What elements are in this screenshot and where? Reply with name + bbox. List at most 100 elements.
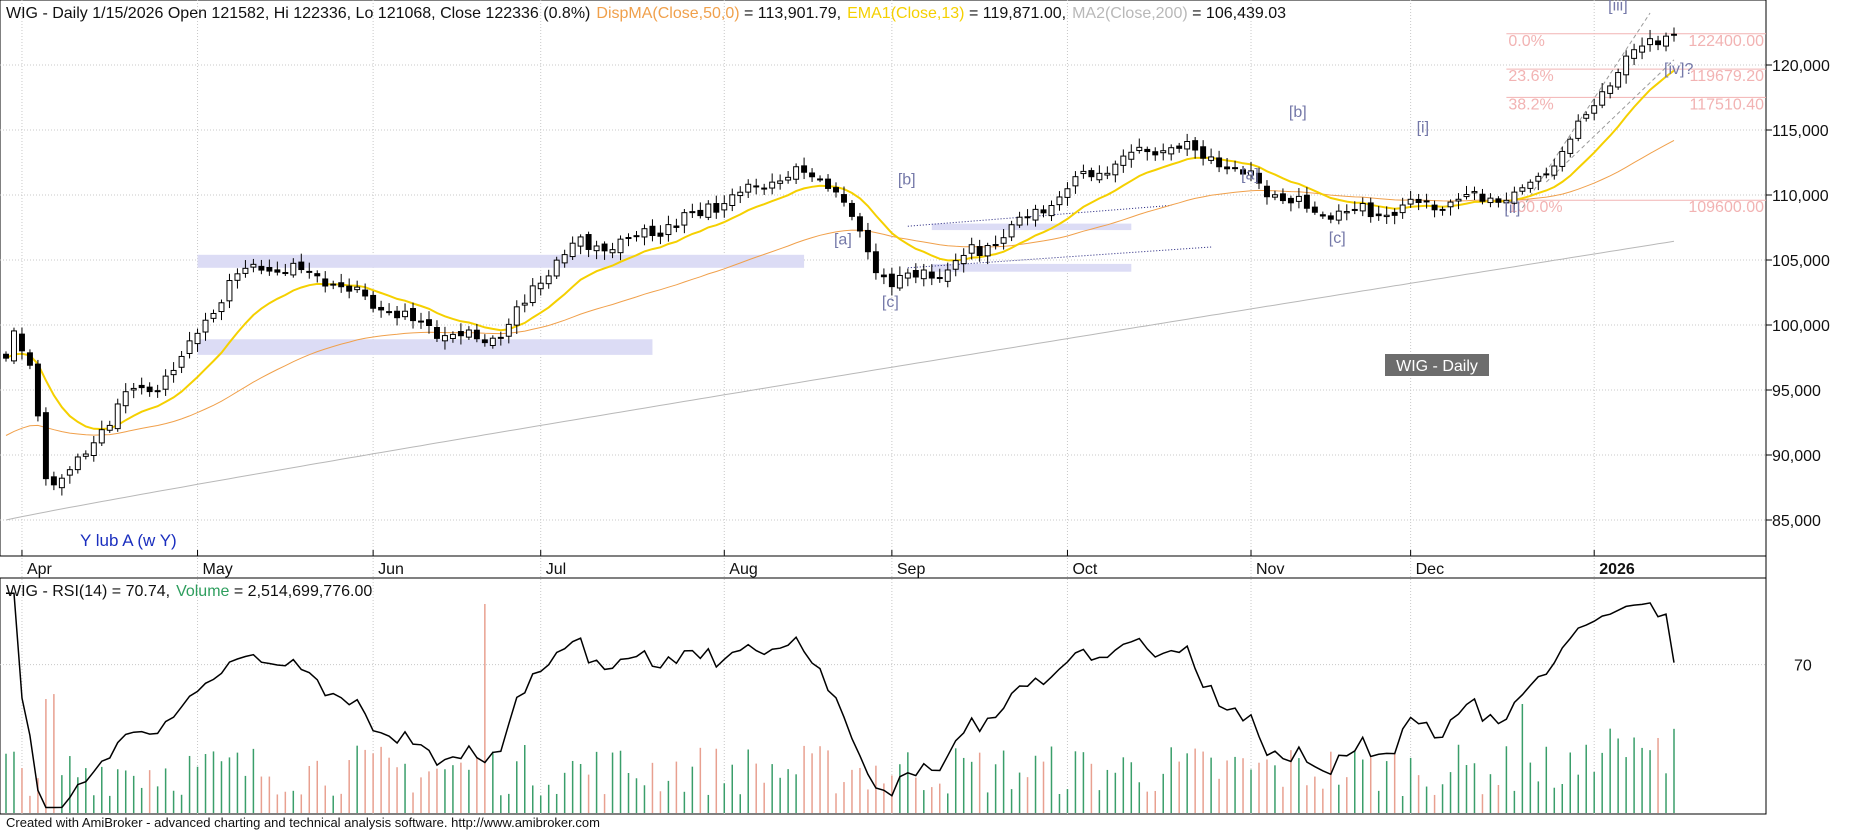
candle	[250, 258, 257, 273]
header-rsi: WIG - RSI(14) = 70.74,	[6, 583, 170, 600]
candle	[306, 262, 313, 279]
candle	[817, 175, 824, 183]
candle	[1527, 179, 1534, 193]
price-tick-label: 95,000	[1772, 383, 1821, 400]
candle	[553, 256, 560, 279]
candle	[1264, 180, 1270, 205]
header-ema-value: = 119,871.00,	[965, 5, 1067, 22]
volume-bars	[5, 604, 1675, 813]
candle	[1631, 43, 1638, 66]
candle	[1112, 160, 1119, 183]
fib-percent: 38.2%	[1508, 96, 1553, 113]
candle	[617, 235, 624, 261]
month-label: 2026	[1599, 561, 1635, 578]
candle	[1543, 167, 1550, 179]
candle	[298, 253, 305, 274]
candle	[290, 258, 297, 278]
candle	[904, 268, 911, 287]
candle	[1136, 138, 1143, 154]
candle	[1096, 165, 1103, 184]
watermark: WIG - Daily	[1396, 358, 1478, 375]
candle	[58, 474, 65, 496]
candle	[18, 327, 25, 360]
candle	[1008, 220, 1015, 242]
candle	[1407, 190, 1414, 208]
candle	[410, 302, 416, 329]
candle	[338, 273, 345, 293]
candle	[505, 318, 512, 344]
price-axis: 85,000 90,000 95,000 100,000 105,000 110,000 1…	[1766, 58, 1830, 530]
rsi-pane	[0, 577, 1767, 815]
candle	[1479, 188, 1486, 205]
candle	[1327, 212, 1334, 224]
candle	[1351, 201, 1358, 215]
candle	[1415, 193, 1422, 211]
candle	[537, 275, 544, 296]
candle	[912, 263, 919, 284]
candle	[146, 382, 153, 397]
candle	[545, 269, 552, 289]
header-dispma-value: = 113,901.79,	[740, 5, 842, 22]
trend-channels	[907, 12, 1675, 269]
grid	[0, 0, 1766, 814]
candle	[825, 174, 832, 192]
candle	[186, 331, 193, 359]
candle	[936, 268, 943, 283]
candle	[785, 171, 792, 184]
candle	[258, 259, 265, 275]
watermark-bg	[1385, 354, 1489, 376]
candle	[1471, 186, 1478, 201]
candle	[1639, 37, 1646, 60]
fib-value: 109600.00	[1688, 199, 1764, 216]
candle	[1575, 114, 1582, 142]
candle	[1040, 205, 1047, 218]
candle	[274, 261, 281, 276]
candle	[761, 183, 768, 195]
candle	[330, 280, 337, 290]
candle	[1072, 171, 1079, 194]
candle	[457, 323, 464, 345]
header-volume-label: Volume	[176, 583, 229, 600]
dispma-line	[5, 139, 1675, 436]
zone-rect	[197, 254, 805, 268]
candle	[1383, 206, 1390, 224]
candle	[122, 383, 129, 414]
month-label: May	[203, 561, 233, 578]
candle	[114, 398, 121, 432]
candle	[218, 299, 225, 321]
candle	[66, 466, 73, 484]
month-label: Aug	[729, 561, 757, 578]
price-tick-label: 110,000	[1772, 188, 1829, 205]
candle	[194, 328, 201, 352]
zone-rect	[931, 223, 1132, 231]
candle	[1160, 143, 1167, 161]
candle	[42, 407, 49, 486]
candle	[1295, 188, 1302, 209]
month-label: Jul	[546, 561, 566, 578]
candle	[1000, 228, 1007, 250]
candle	[1551, 158, 1558, 180]
candle	[1303, 187, 1310, 213]
candle	[657, 225, 664, 245]
candle	[1256, 167, 1262, 189]
month-label: Apr	[27, 561, 53, 578]
candle	[497, 331, 504, 346]
candle	[848, 200, 855, 221]
candle	[473, 323, 480, 343]
candle	[1567, 136, 1574, 158]
candle	[1168, 144, 1175, 161]
candle	[880, 268, 887, 285]
wave-label: [a]	[1241, 166, 1259, 183]
candle	[809, 168, 816, 182]
candle	[729, 188, 736, 212]
wave-label: [ii]	[1504, 200, 1520, 217]
candle	[697, 202, 704, 219]
candle	[1128, 144, 1135, 168]
candle	[1064, 182, 1071, 206]
candle	[753, 178, 760, 195]
candle	[322, 271, 329, 293]
header-ema-label: EMA1(Close,13)	[847, 5, 964, 22]
candle	[90, 435, 97, 462]
price-tick-label: 105,000	[1772, 253, 1830, 270]
